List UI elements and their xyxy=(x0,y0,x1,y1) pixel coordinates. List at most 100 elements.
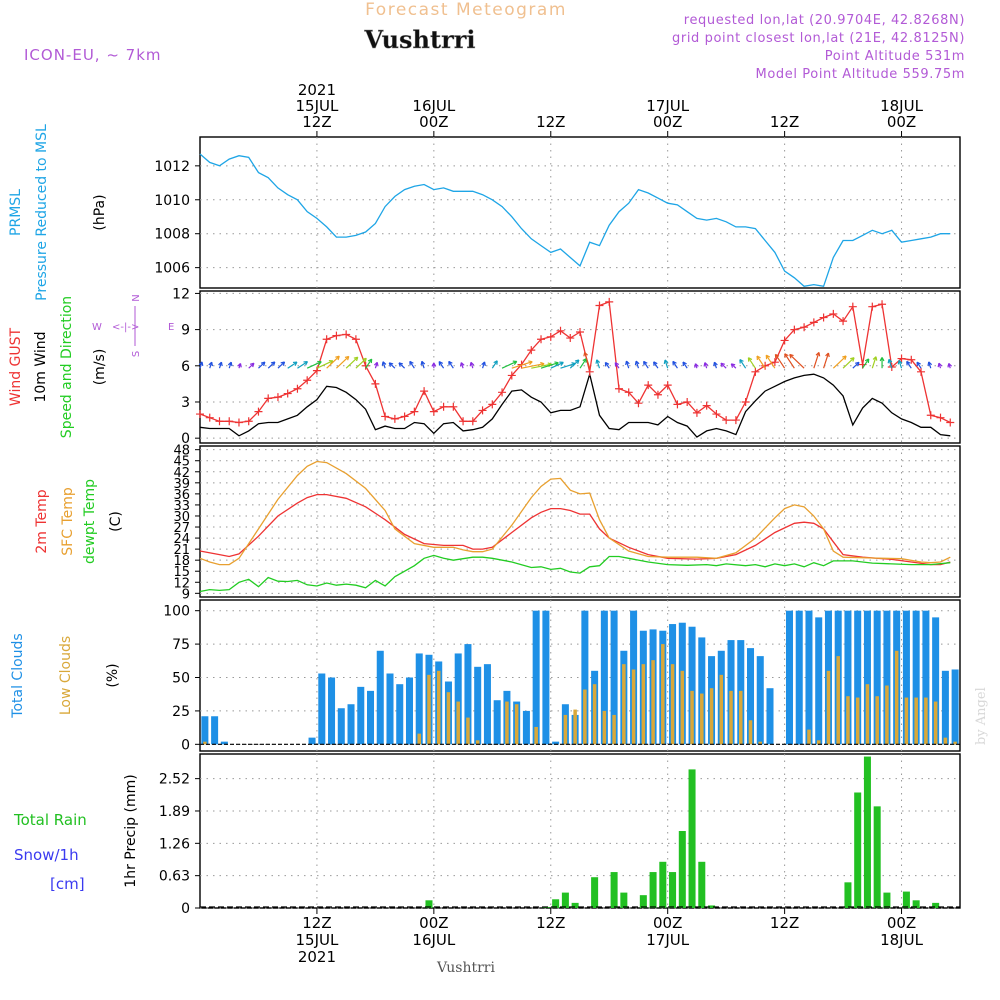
total-cloud-bar xyxy=(863,610,871,745)
gust-point xyxy=(946,418,955,427)
wind-arrowhead xyxy=(604,361,610,367)
gust-point xyxy=(361,361,370,370)
gust-point xyxy=(488,400,497,409)
total-cloud-bar xyxy=(367,690,375,745)
gust-point xyxy=(576,328,584,337)
wind-arrowhead xyxy=(614,362,620,367)
wind-axis-label: Speed and Direction xyxy=(59,296,75,438)
wind-arrowhead xyxy=(850,357,855,362)
low-cloud-bar xyxy=(846,696,850,745)
low-cloud-bar xyxy=(729,690,733,745)
gust-point xyxy=(624,388,633,397)
point-altitude: Point Altitude 531m xyxy=(825,49,965,64)
pressure-frame xyxy=(199,136,961,289)
gust-point xyxy=(264,394,273,403)
wind-arrow xyxy=(664,359,669,369)
total-cloud-bar xyxy=(747,648,755,745)
time-label-top: 12Z xyxy=(536,113,565,131)
precip-side-label: Total Rain xyxy=(13,811,87,829)
wind-arrowhead xyxy=(947,363,953,368)
gust-point xyxy=(936,413,945,422)
temp-line-t2m xyxy=(199,493,951,566)
wind-arrowhead xyxy=(927,361,933,366)
ytick-label: 18 xyxy=(173,554,190,569)
wind-axis-label: 10m Wind xyxy=(33,331,49,402)
time-label-top: 12Z xyxy=(770,113,799,131)
total-cloud-bar xyxy=(912,610,920,745)
temp-axis-label: dewpt Temp xyxy=(82,479,98,564)
ytick-label: 45 xyxy=(173,455,190,470)
wind-arrow xyxy=(862,358,870,369)
ytick-label: 39 xyxy=(173,477,190,492)
wind-arrow xyxy=(388,362,396,369)
wind-arrowhead xyxy=(367,358,373,364)
temp-axis-label: 2m Temp xyxy=(34,489,50,553)
low-cloud-bar xyxy=(475,740,480,745)
gust-point xyxy=(410,407,419,416)
rain-bar xyxy=(863,756,871,908)
wind-frame xyxy=(199,290,961,444)
wind-arrowhead xyxy=(381,361,387,366)
gust-point xyxy=(332,331,341,340)
ytick-label: 1008 xyxy=(154,227,190,243)
low-cloud-bar xyxy=(602,710,607,745)
total-cloud-bar xyxy=(873,610,881,745)
model-altitude: Model Point Altitude 559.75m xyxy=(756,67,965,82)
ytick-label: 33 xyxy=(173,499,190,514)
gust-point xyxy=(449,402,458,411)
wind-arrowhead xyxy=(784,353,789,358)
wind-arrow xyxy=(906,361,912,369)
wind-arrowhead xyxy=(227,361,233,367)
gust-point xyxy=(761,361,770,370)
wind-series xyxy=(196,297,955,438)
ytick-label: 1006 xyxy=(154,261,190,277)
wind-arrow xyxy=(871,356,877,369)
wind-arrow xyxy=(438,361,445,369)
wind-arrowhead xyxy=(353,356,359,362)
wind-arrowhead xyxy=(292,361,298,366)
low-cloud-bar xyxy=(709,688,714,745)
low-cloud-bar xyxy=(583,689,587,745)
time-label-bottom: 00Z xyxy=(887,914,916,932)
wind-arrow xyxy=(398,362,406,369)
low-cloud-bar xyxy=(573,709,577,745)
gust-point xyxy=(770,358,779,367)
wind-arrowhead xyxy=(344,355,350,361)
wind-arrow xyxy=(813,352,820,369)
ytick-label: 12 xyxy=(172,286,190,302)
total-cloud-bar xyxy=(600,610,608,745)
time-label-top: 00Z xyxy=(419,113,448,131)
low-cloud-bar xyxy=(690,690,694,745)
gust-point xyxy=(848,302,857,311)
wind-arrowhead xyxy=(842,355,847,361)
compass-w: W xyxy=(92,322,102,333)
ytick-label: 75 xyxy=(172,637,190,653)
total-cloud-bar xyxy=(337,708,345,745)
wind-arrow xyxy=(511,361,533,369)
total-cloud-bar xyxy=(854,610,862,745)
low-cloud-bar xyxy=(641,664,646,745)
wind-arrowhead xyxy=(625,360,630,366)
compass-ew: <-|-> xyxy=(112,322,139,333)
wind-arrow xyxy=(335,355,350,369)
low-cloud-bar xyxy=(436,670,441,745)
gust-point xyxy=(215,417,224,426)
wind-arrowhead xyxy=(409,360,414,366)
pressure-axis-label: PRMSL xyxy=(8,189,24,236)
wind-arrowhead xyxy=(237,363,242,368)
ytick-label: 0 xyxy=(181,901,190,917)
gust-point xyxy=(731,416,740,425)
low-cloud-bar xyxy=(456,701,460,745)
total-cloud-bar xyxy=(756,656,764,745)
ytick-label: 6 xyxy=(181,359,190,375)
gust-point xyxy=(868,302,877,311)
wind-arrowhead xyxy=(438,361,444,366)
wind-arrow xyxy=(584,352,591,369)
rain-bar xyxy=(591,877,599,908)
wind-arrowhead xyxy=(574,359,580,365)
low-cloud-bar xyxy=(446,692,451,745)
wind-arrowhead xyxy=(694,363,699,368)
gust-point xyxy=(917,367,926,376)
wind-arrowhead xyxy=(335,355,340,361)
wind-arrowhead xyxy=(559,361,564,366)
